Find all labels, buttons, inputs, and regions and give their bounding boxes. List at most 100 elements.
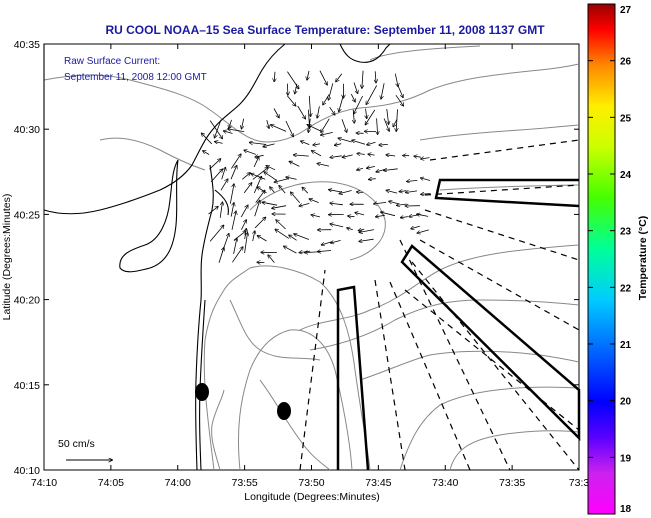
current-vector [297,105,306,119]
current-vector [233,238,237,254]
current-vector [302,188,309,194]
current-vector [368,154,375,155]
current-vector [377,118,378,134]
current-vector [208,207,219,215]
colorbar-tick-label: 27 [620,5,632,16]
map-title: RU COOL NOAA–15 Sea Surface Temperature:… [105,23,545,37]
colorbar-tick-label: 22 [620,283,632,294]
current-vector [312,151,322,157]
current-vector [307,70,309,80]
current-vector [406,191,418,193]
current-vector [270,187,275,193]
feature-blob-2 [277,402,291,420]
current-vector [317,164,330,167]
current-vector [417,214,429,217]
current-vector [220,179,228,191]
colorbar-tick-label: 19 [620,453,632,464]
current-vector [215,142,223,144]
current-vector [271,125,287,132]
current-vector [229,119,232,128]
current-vector [331,240,341,243]
x-tick-label: 74:05 [98,477,124,489]
current-vector [350,93,355,102]
current-vector [347,228,353,230]
current-vector [294,155,309,156]
current-vector [224,131,233,134]
current-vector [285,120,293,137]
colorbar-label: Temperature (°C) [637,216,649,301]
current-vector [311,215,320,217]
colorbar-tick-label: 26 [620,57,632,68]
current-vector [343,154,353,157]
current-vector [329,106,335,115]
current-vector [295,83,297,94]
current-vector [209,120,222,139]
current-vector [299,203,310,206]
colorbar-ticks: 27 26 25 24 23 22 21 20 19 18 [588,3,632,515]
current-vector [393,118,398,126]
colorbar-tick-label: 23 [620,227,632,238]
current-vector [253,231,255,242]
current-vector [232,247,242,263]
current-vector [258,236,267,242]
current-vector [273,108,279,118]
current-vector [357,192,363,193]
dashed-lane-lines [299,139,580,471]
current-vector [421,194,431,195]
current-vector [202,133,212,145]
current-vector [374,202,387,204]
current-vector [279,186,286,194]
current-vector [330,203,343,205]
current-vector [323,94,330,105]
y-tick-label: 40:35 [14,39,40,51]
current-vector [203,151,210,155]
current-vector [307,125,321,132]
current-vector [395,94,404,106]
current-vector [219,202,222,218]
current-vector [287,83,288,95]
current-vector [348,216,355,217]
current-vector [228,129,245,132]
current-vector [407,180,418,181]
current-vector [321,132,333,135]
current-vector [253,177,261,194]
current-vector [290,162,300,167]
current-vector [341,119,347,132]
current-vector [367,141,376,145]
current-vector [252,168,268,180]
current-vector [335,144,342,146]
colorbar-tick-label: 20 [620,397,632,408]
current-vector [352,140,366,145]
x-tick-label: 73:3 [569,477,590,489]
current-vector [244,233,248,254]
x-tick-label: 73:35 [499,477,525,489]
current-vector [209,159,221,170]
current-vector [421,178,431,181]
current-vector [366,108,367,119]
x-axis-label: Longitude (Degrees:Minutes) [244,491,379,503]
current-vector [359,238,374,241]
current-vector [381,83,385,99]
current-vector [366,85,378,104]
current-vector [387,109,389,124]
current-vector [276,220,286,230]
current-vector [294,234,310,240]
current-vector [244,150,256,155]
y-axis-ticks: 40:35 40:30 40:25 40:20 40:15 40:10 [14,39,579,477]
current-vector [375,71,376,82]
plot-area [43,43,580,471]
current-vector [284,246,297,254]
current-vector [379,144,388,145]
current-vector [317,106,320,118]
current-vector [289,235,297,241]
current-vector [369,179,376,180]
current-vector [275,229,290,239]
current-vector [394,73,398,87]
current-vector [354,95,363,114]
current-vector [318,251,332,252]
current-vector [360,229,374,233]
current-vector [286,177,297,180]
current-vector [339,94,344,112]
current-vector [321,118,330,133]
